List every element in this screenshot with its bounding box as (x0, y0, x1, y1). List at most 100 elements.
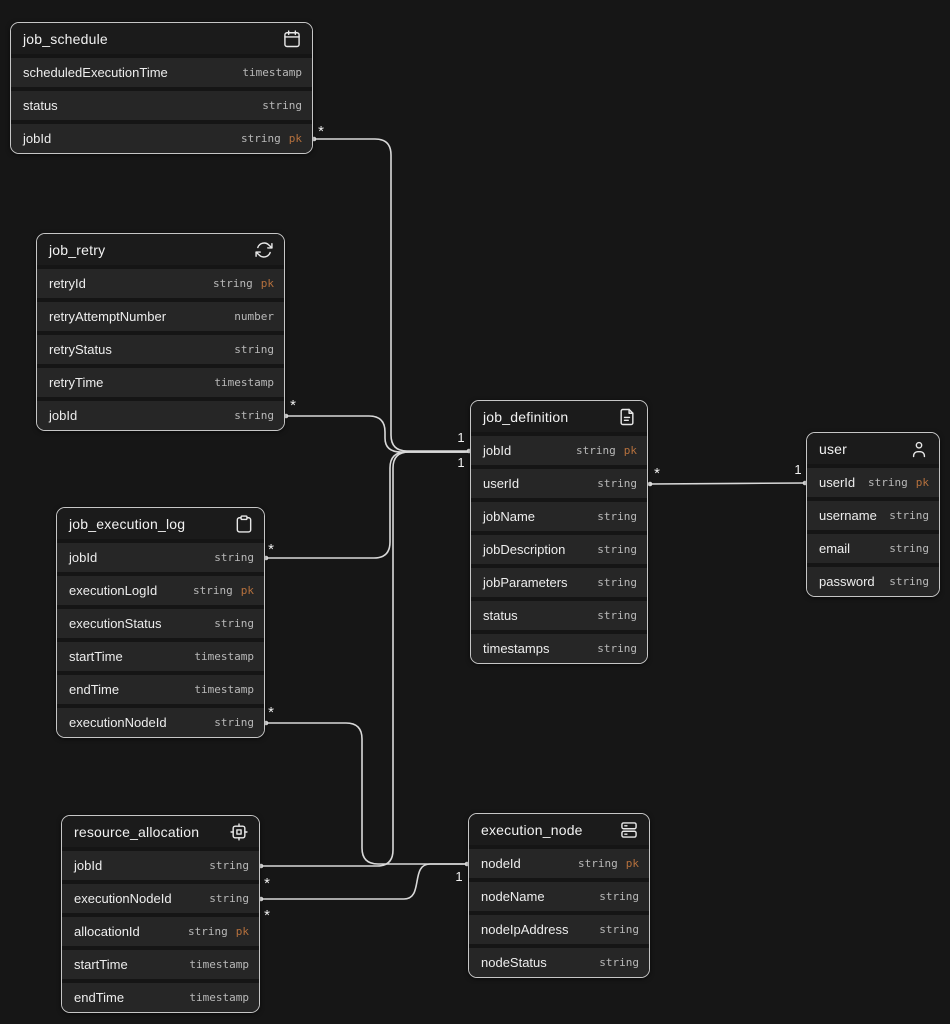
attribute-row-scheduledExecutionTime[interactable]: scheduledExecutionTime timestamp (11, 58, 312, 87)
entity-table-job_schedule[interactable]: job_schedule scheduledExecutionTime times… (10, 22, 313, 154)
attribute-type: string (578, 857, 618, 870)
attribute-name: username (819, 508, 877, 523)
primary-key-badge: pk (260, 277, 274, 290)
attribute-row-timestamps[interactable]: timestamps string (471, 634, 647, 663)
attribute-name: nodeName (481, 889, 545, 904)
attribute-row-nodeId[interactable]: nodeId string pk (469, 849, 649, 878)
attribute-type: string (597, 510, 637, 523)
attribute-row-allocationId[interactable]: allocationId string pk (62, 917, 259, 946)
attribute-row-jobName[interactable]: jobName string (471, 502, 647, 531)
attribute-name: scheduledExecutionTime (23, 65, 168, 80)
attribute-row-nodeIpAddress[interactable]: nodeIpAddress string (469, 915, 649, 944)
attribute-name: endTime (69, 682, 120, 697)
attribute-row-jobId[interactable]: jobId string (37, 401, 284, 430)
entity-table-job_definition[interactable]: job_definition jobId string pk userId string… (470, 400, 648, 664)
entity-header: job_schedule (11, 23, 312, 54)
attribute-row-startTime[interactable]: startTime timestamp (62, 950, 259, 979)
attribute-row-executionNodeId[interactable]: executionNodeId string (57, 708, 264, 737)
attribute-name: retryAttemptNumber (49, 309, 167, 324)
attribute-row-jobDescription[interactable]: jobDescription string (471, 535, 647, 564)
attribute-row-status[interactable]: status string (471, 601, 647, 630)
cardinality-one-label: 1 (457, 455, 464, 470)
attribute-row-nodeName[interactable]: nodeName string (469, 882, 649, 911)
attribute-type: string (868, 476, 908, 489)
entity-table-user[interactable]: user userId string pk username string email st… (806, 432, 940, 597)
attribute-name: jobId (69, 550, 98, 565)
relationship-job_execution_log-execution_node[interactable] (266, 722, 466, 865)
attribute-row-executionLogId[interactable]: executionLogId string pk (57, 576, 264, 605)
attribute-name: nodeId (481, 856, 521, 871)
attribute-type: string (889, 575, 929, 588)
attribute-row-retryAttemptNumber[interactable]: retryAttemptNumber number (37, 302, 284, 331)
attribute-row-executionStatus[interactable]: executionStatus string (57, 609, 264, 638)
attribute-type: string (214, 551, 254, 564)
attribute-row-startTime[interactable]: startTime timestamp (57, 642, 264, 671)
attribute-row-password[interactable]: password string (807, 567, 939, 596)
attribute-name: jobId (483, 443, 512, 458)
entity-table-job_retry[interactable]: job_retry retryId string pk retryAttemptNum… (36, 233, 285, 431)
attribute-row-email[interactable]: email string (807, 534, 939, 563)
attribute-type: string (193, 584, 233, 597)
attribute-row-endTime[interactable]: endTime timestamp (62, 983, 259, 1012)
attribute-row-endTime[interactable]: endTime timestamp (57, 675, 264, 704)
attribute-name: executionNodeId (74, 891, 172, 906)
attribute-type: timestamp (189, 991, 249, 1004)
entity-rows: jobId string pk userId string jobName string jo… (471, 436, 647, 663)
attribute-row-retryId[interactable]: retryId string pk (37, 269, 284, 298)
attribute-type: timestamp (189, 958, 249, 971)
entity-rows: userId string pk username string email string p… (807, 468, 939, 596)
attribute-row-jobId[interactable]: jobId string (57, 543, 264, 572)
attribute-name: timestamps (483, 641, 550, 656)
attribute-row-retryTime[interactable]: retryTime timestamp (37, 368, 284, 397)
attribute-type: timestamp (214, 376, 274, 389)
attribute-type: string (599, 956, 639, 969)
attribute-row-jobParameters[interactable]: jobParameters string (471, 568, 647, 597)
relationship-resource_allocation-job_definition[interactable] (261, 451, 468, 867)
connector-endpoint (647, 481, 653, 487)
entity-table-job_execution_log[interactable]: job_execution_log jobId string executionLo… (56, 507, 265, 738)
attribute-type: number (234, 310, 274, 323)
attribute-row-jobId[interactable]: jobId string (62, 851, 259, 880)
attribute-row-status[interactable]: status string (11, 91, 312, 120)
entity-title: job_definition (483, 408, 569, 425)
attribute-row-userId[interactable]: userId string (471, 469, 647, 498)
entity-table-resource_allocation[interactable]: resource_allocation jobId string execution… (61, 815, 260, 1013)
attribute-row-nodeStatus[interactable]: nodeStatus string (469, 948, 649, 977)
attribute-type: string (234, 409, 274, 422)
attribute-row-userId[interactable]: userId string pk (807, 468, 939, 497)
attribute-name: executionStatus (69, 616, 162, 631)
attribute-row-retryStatus[interactable]: retryStatus string (37, 335, 284, 364)
attribute-name: endTime (74, 990, 125, 1005)
attribute-name: allocationId (74, 924, 140, 939)
attribute-row-jobId[interactable]: jobId string pk (471, 436, 647, 465)
attribute-type: string (889, 509, 929, 522)
refresh-icon (254, 240, 274, 260)
attribute-row-jobId[interactable]: jobId string pk (11, 124, 312, 153)
attribute-row-executionNodeId[interactable]: executionNodeId string (62, 884, 259, 913)
attribute-name: userId (483, 476, 520, 491)
relationship-job_definition-user[interactable] (649, 482, 806, 485)
attribute-name: nodeIpAddress (481, 922, 569, 937)
attribute-type: string (241, 132, 281, 145)
relationship-resource_allocation-execution_node[interactable] (261, 863, 466, 900)
relationship-job_retry-job_definition[interactable] (286, 415, 468, 453)
entity-table-execution_node[interactable]: execution_node nodeId string pk nodeName str… (468, 813, 650, 978)
attribute-type: timestamp (242, 66, 302, 79)
relationship-job_execution_log-job_definition[interactable] (266, 451, 468, 559)
attribute-name: nodeStatus (481, 955, 547, 970)
primary-key-badge: pk (625, 857, 639, 870)
primary-key-badge: pk (915, 476, 929, 489)
attribute-name: email (819, 541, 851, 556)
attribute-name: retryStatus (49, 342, 112, 357)
relationship-job_schedule-job_definition[interactable] (314, 138, 468, 452)
attribute-row-username[interactable]: username string (807, 501, 939, 530)
attribute-name: status (23, 98, 58, 113)
attribute-name: retryTime (49, 375, 104, 390)
cardinality-many-label: * (318, 123, 324, 140)
entity-rows: jobId string executionNodeId string allocati… (62, 851, 259, 1012)
cardinality-one-label: 1 (457, 430, 464, 445)
primary-key-badge: pk (240, 584, 254, 597)
cardinality-one-label: 1 (794, 462, 801, 477)
server-icon (619, 820, 639, 840)
